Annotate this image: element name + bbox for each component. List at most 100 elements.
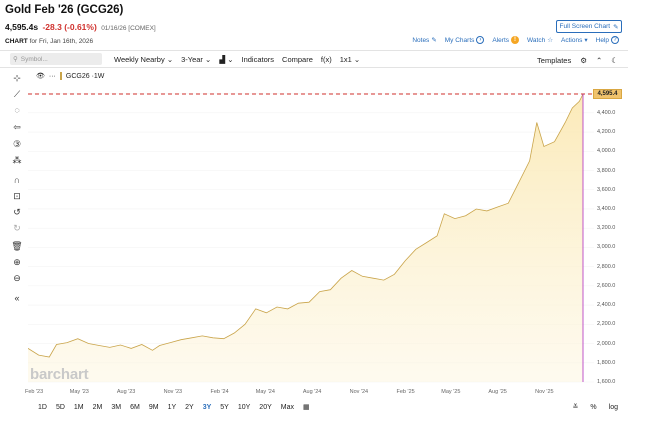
eye-icon[interactable]: 👁 — [36, 73, 45, 80]
templates-button[interactable]: Templates — [537, 55, 572, 65]
help-link[interactable]: Help? — [596, 36, 619, 44]
y-tick-label: 4,400.0 — [597, 109, 616, 116]
dark-mode-icon[interactable]: ☾ — [611, 55, 618, 65]
y-tick-label: 1,600.0 — [597, 379, 616, 385]
number-icon[interactable]: ③ — [12, 139, 22, 149]
price-change: -28.3 (-0.61%) — [42, 22, 97, 32]
help-label: Help — [595, 36, 609, 44]
range-button-1m[interactable]: 1M — [73, 403, 84, 411]
range-button-9m[interactable]: 9M — [148, 403, 159, 411]
x-tick-label: May '24 — [255, 389, 275, 395]
symbol-placeholder: Symbol... — [20, 55, 48, 63]
crosshair-icon[interactable]: ⊹ — [13, 73, 21, 83]
barchart-watermark: barchart — [30, 366, 89, 383]
redo-icon[interactable]: ↻ — [13, 223, 21, 233]
fx-button[interactable]: f(x) — [320, 54, 332, 64]
calendar-icon[interactable]: ▦ — [303, 404, 310, 411]
actions-label: Actions — [561, 36, 583, 44]
symbol-search-input[interactable]: ⚲ Symbol... — [10, 53, 102, 65]
x-tick-label: Aug '24 — [302, 389, 322, 395]
range-button-5y[interactable]: 5Y — [220, 403, 229, 411]
range-button-3y[interactable]: 3Y — [202, 403, 212, 411]
interval-label: Weekly Nearby — [114, 54, 165, 64]
x-tick-label: May '23 — [69, 389, 89, 395]
caret-down-icon: ▾ — [584, 37, 588, 44]
search-icon: ⚲ — [13, 56, 18, 63]
price-chart[interactable] — [28, 70, 594, 390]
full-screen-chart-button[interactable]: Full Screen Chart ✎ — [556, 20, 622, 33]
indicators-button[interactable]: Indicators — [241, 54, 275, 64]
y-tick-label: 2,800.0 — [597, 263, 616, 270]
range-button-1d[interactable]: 1D — [38, 403, 47, 411]
star-icon: ☆ — [547, 37, 554, 44]
alerts-label: Alerts — [492, 36, 510, 44]
y-tick-label: 3,200.0 — [597, 225, 616, 232]
my-charts-link[interactable]: My Charts › — [445, 36, 485, 44]
percent-toggle[interactable]: % — [590, 403, 597, 411]
trendline-icon[interactable]: ⟋ — [13, 89, 21, 99]
undo-icon[interactable]: ↺ — [13, 207, 21, 217]
range-button-20y[interactable]: 20Y — [259, 403, 272, 411]
y-tick-label: 1,800.0 — [597, 359, 616, 366]
chart-type-dropdown[interactable]: ▟ ⌄ — [219, 55, 233, 64]
range-bar: 1D 5D 1M 2M 3M 6M 9M 1Y 2Y 3Y 5Y 10Y 20Y Max ▦ ≚ % log — [0, 399, 628, 415]
price-line — [28, 93, 584, 358]
last-price: 4,595.4s — [5, 22, 39, 32]
y-tick-label: 2,200.0 — [597, 321, 616, 328]
quote-meta: 01/16/26 [COMEX] — [101, 25, 156, 32]
lock-icon[interactable]: ⊡ — [13, 191, 21, 201]
x-tick-label: Nov '25 — [535, 389, 554, 395]
my-charts-label: My Charts — [444, 36, 475, 44]
notes-label: Notes — [412, 36, 430, 44]
chart-toolbar: ⚲ Symbol... Weekly Nearby ⌄ 3-Year ⌄ ▟ ⌄… — [0, 50, 628, 68]
instrument-title: Gold Feb '26 (GCG26) — [5, 4, 124, 16]
x-tick-label: Feb '24 — [210, 389, 229, 395]
interval-dropdown[interactable]: Weekly Nearby ⌄ — [114, 55, 173, 64]
range-button-max[interactable]: Max — [280, 403, 294, 411]
area-chart-icon: ▟ — [219, 54, 226, 64]
range-button-3m[interactable]: 3M — [111, 403, 122, 411]
y-tick-label: 3,600.0 — [597, 186, 616, 193]
quote-line: 4,595.4s -28.3 (-0.61%) 01/16/26 [COMEX] — [5, 22, 156, 32]
range-button-10y[interactable]: 10Y — [237, 403, 251, 411]
range-button-2m[interactable]: 2M — [92, 403, 103, 411]
notes-link[interactable]: Notes ✎ — [412, 36, 437, 45]
zoom-out-icon[interactable]: ⊖ — [13, 273, 21, 283]
price-area — [28, 94, 583, 382]
x-tick-label: Nov '24 — [349, 389, 369, 395]
chart-label-prefix: CHART — [5, 38, 28, 45]
range-button-1y[interactable]: 1Y — [167, 403, 177, 411]
x-tick-label: Aug '23 — [116, 389, 136, 395]
gear-icon[interactable]: ⚙ — [580, 55, 587, 65]
y-tick-label: 2,600.0 — [597, 282, 616, 289]
toolbar-right: Templates ⚙ ⌃ ☾ — [537, 51, 618, 69]
layout-dropdown[interactable]: 1x1 ⌄ — [340, 55, 360, 64]
collapse-icon[interactable]: ⌃ — [595, 55, 603, 65]
collapse-left-icon[interactable]: « — [14, 293, 20, 303]
edit-icon: ✎ — [431, 37, 437, 44]
trash-icon[interactable]: 🗑 — [11, 241, 23, 251]
chevrons-down-icon[interactable]: ≚ — [572, 404, 579, 411]
compare-button[interactable]: Compare — [282, 54, 313, 64]
alerts-link[interactable]: Alerts! — [492, 36, 520, 44]
arrow-icon[interactable]: ⇦ — [13, 122, 21, 132]
chart-legend: 👁 ··· GCG26 ·1W — [36, 72, 104, 80]
log-toggle[interactable]: log — [608, 403, 618, 411]
zoom-in-icon[interactable]: ⊕ — [13, 257, 21, 267]
y-tick-label: 2,000.0 — [597, 340, 616, 347]
chart-label-date: for Fri, Jan 16th, 2026 — [29, 38, 94, 45]
range-button-5d[interactable]: 5D — [55, 403, 65, 411]
chevron-down-icon: ⌄ — [353, 54, 361, 64]
watch-link[interactable]: Watch ☆ — [527, 36, 554, 45]
shapes-icon[interactable]: ◌ — [14, 105, 20, 115]
y-tick-label: 4,000.0 — [597, 148, 616, 155]
magnet-icon[interactable]: ∩ — [13, 175, 21, 185]
period-dropdown[interactable]: 3-Year ⌄ — [181, 55, 211, 64]
actions-menu[interactable]: Actions ▾ — [561, 36, 588, 45]
range-button-2y[interactable]: 2Y — [185, 403, 194, 411]
pattern-icon[interactable]: ⁂ — [12, 155, 22, 165]
range-button-6m[interactable]: 6M — [130, 403, 140, 411]
chart-date-label: CHART for Fri, Jan 16th, 2026 — [5, 38, 93, 45]
more-icon[interactable]: ··· — [48, 72, 56, 80]
x-tick-label: Feb '23 — [25, 389, 44, 395]
